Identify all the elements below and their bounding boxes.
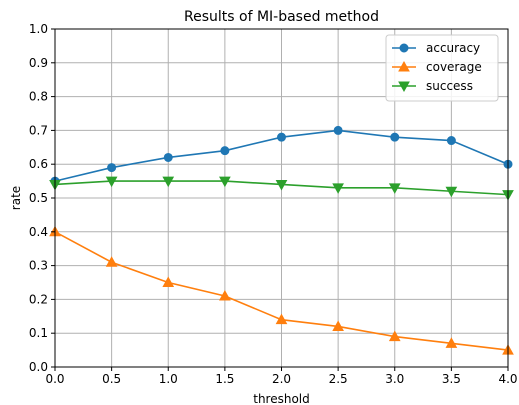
x-tick-label: 4.0 <box>498 372 517 386</box>
y-tick-label: 0.8 <box>29 90 48 104</box>
accuracy-point <box>220 146 230 156</box>
legend-label: success <box>426 79 473 93</box>
coverage-point <box>105 256 118 267</box>
axis-ticks: 0.0 0.5 1.0 1.5 2.0 2.5 3.0 3.5 4.0 0.0 0.1 0.2 0.3 0… <box>29 22 518 386</box>
legend-item-accuracy: accuracy <box>392 41 480 55</box>
accuracy-point <box>390 132 400 142</box>
x-tick-label: 0.5 <box>102 372 121 386</box>
coverage-point <box>162 276 175 287</box>
accuracy-point <box>107 163 117 173</box>
coverage-point <box>332 320 344 331</box>
series-group <box>49 125 514 355</box>
y-tick-label: 0.0 <box>29 360 48 374</box>
grid <box>54 28 509 368</box>
legend-marker <box>398 60 410 72</box>
y-axis-label: rate <box>9 186 23 210</box>
legend-item-coverage: coverage <box>392 60 482 74</box>
y-tick-label: 1.0 <box>29 22 48 36</box>
accuracy-point <box>277 132 286 142</box>
x-axis-label: threshold <box>253 392 310 405</box>
coverage-point <box>388 330 401 342</box>
accuracy-point <box>333 125 343 135</box>
x-tick-label: 1.0 <box>159 372 178 386</box>
legend-item-success: success <box>392 79 473 93</box>
y-tick-label: 0.2 <box>29 292 48 306</box>
x-tick-label: 3.0 <box>385 372 404 386</box>
chart-title: Results of MI-based method <box>184 9 379 25</box>
legend-box <box>385 34 499 102</box>
y-tick-label: 0.6 <box>29 157 48 171</box>
success-point <box>105 176 118 188</box>
x-tick-label: 2.5 <box>329 372 348 386</box>
coverage-point <box>445 337 458 348</box>
x-tick-label: 1.5 <box>215 372 234 386</box>
y-tick-label: 0.3 <box>29 259 48 273</box>
coverage-point <box>275 313 288 325</box>
y-tick-label: 0.1 <box>29 326 48 340</box>
legend-marker <box>398 81 410 93</box>
accuracy-point <box>446 136 456 146</box>
success-point <box>388 183 401 194</box>
y-tick-label: 0.7 <box>29 123 48 137</box>
x-tick-label: 2.0 <box>272 372 291 386</box>
x-tick-label: 0.0 <box>45 372 64 386</box>
success-point <box>445 186 458 198</box>
x-tick-label: 3.5 <box>442 372 461 386</box>
success-point <box>162 176 175 188</box>
legend-label: accuracy <box>426 41 480 55</box>
success-point <box>275 179 288 191</box>
legend-label: coverage <box>426 60 482 74</box>
success-point <box>332 183 344 194</box>
y-tick-label: 0.4 <box>29 225 48 239</box>
success-point <box>219 176 231 188</box>
legend-marker <box>399 43 409 53</box>
coverage-point <box>219 289 231 301</box>
accuracy-point <box>163 152 173 162</box>
y-tick-label: 0.9 <box>29 56 48 70</box>
legend: accuracy coverage success <box>385 34 499 102</box>
y-tick-label: 0.5 <box>29 191 48 205</box>
